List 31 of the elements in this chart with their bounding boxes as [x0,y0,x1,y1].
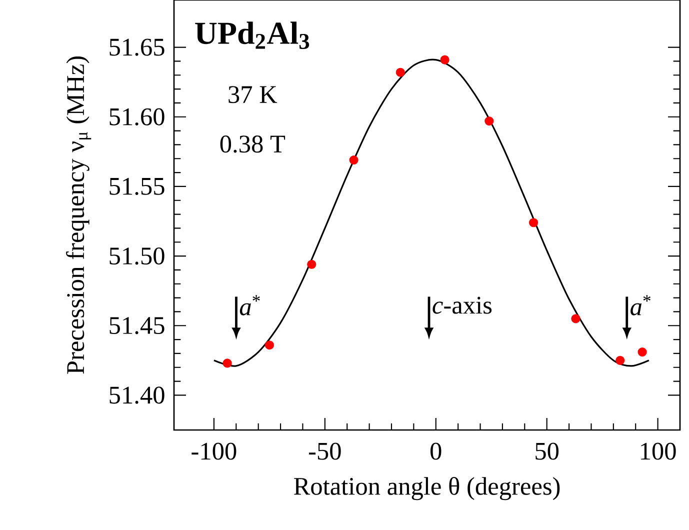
point [571,314,580,324]
point [307,260,316,269]
annotation: 37 K [228,86,278,104]
line-series [213,59,650,367]
point [484,116,494,126]
annotation: c-axis [432,296,492,314]
point [638,348,647,357]
text: UPd$_{2}$Al$_{3}$ [195,22,310,49]
y-tick-label: 51.55 [110,178,164,195]
y-tick-label: 51.45 [110,317,164,334]
point [528,218,538,228]
y-axis-title: Precession frequency ν$_{μ}$ (MHz) [66,56,92,374]
y-tick-label: 51.40 [110,386,164,404]
point [616,356,625,365]
y-tick-label: 51.65 [110,38,164,56]
annotation: a$^{*}$ [630,295,650,316]
x-tick-label: -100 [192,442,236,460]
annotation: 0.38 T [220,136,286,153]
point [440,55,450,64]
y-tick-label: 51.50 [110,247,164,265]
point [396,68,405,77]
x-axis-title: Rotation angle θ (degrees) [294,476,560,500]
y-tick-label: 51.60 [110,108,164,126]
point [264,340,274,350]
point [222,358,232,368]
x-tick-label: -50 [308,442,341,460]
annotation: a$^{*}$ [240,295,260,316]
point [349,155,358,165]
x-tick-label: 50 [536,442,559,460]
x-tick-label: 0 [430,442,442,460]
x-tick-label: 100 [641,442,676,460]
